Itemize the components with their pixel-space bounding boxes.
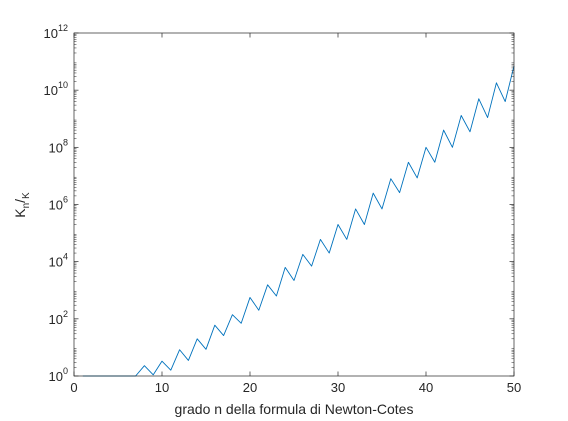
y-tick-label-base: 10 [49, 255, 63, 270]
y-tick-label: 108 [49, 137, 68, 155]
series-layer [82, 65, 515, 377]
x-tick-label: 50 [507, 380, 521, 395]
y-tick-label: 104 [49, 252, 68, 270]
series-line-0 [82, 65, 515, 377]
x-axis-label: grado n della formula di Newton-Cotes [175, 401, 414, 417]
y-tick-label-exponent: 2 [63, 309, 68, 319]
y-tick-label-exponent: 0 [63, 366, 68, 376]
y-axis-label-slash: / [12, 199, 28, 203]
y-tick-label: 102 [49, 309, 68, 327]
y-tick-label-exponent: 8 [63, 137, 68, 147]
x-tick-label: 20 [243, 380, 257, 395]
y-tick-label-exponent: 6 [63, 195, 68, 205]
y-tick-label: 106 [49, 195, 68, 213]
y-tick-label-base: 10 [44, 83, 58, 98]
y-tick-label-base: 10 [49, 369, 63, 384]
y-tick-label-base: 10 [49, 312, 63, 327]
plot-area [74, 33, 514, 376]
y-tick-label-exponent: 12 [58, 23, 68, 33]
y-tick-label-exponent: 10 [58, 80, 68, 90]
y-axis-label-main: K [12, 208, 28, 218]
x-tick-label: 30 [331, 380, 345, 395]
y-axis-label-sub: n [21, 203, 32, 209]
y-axis-label-denom: K [21, 192, 32, 199]
x-tick-label: 40 [419, 380, 433, 395]
x-tick-label: 0 [70, 380, 77, 395]
y-axis-label: Kn/K [12, 192, 32, 218]
y-tick-label: 100 [49, 366, 68, 384]
y-tick-label: 1010 [44, 80, 68, 98]
y-tick-label-base: 10 [44, 26, 58, 41]
y-tick-label: 1012 [44, 23, 68, 41]
y-tick-label-base: 10 [49, 140, 63, 155]
y-tick-label-base: 10 [49, 198, 63, 213]
x-tick-label: 10 [155, 380, 169, 395]
y-tick-label-exponent: 4 [63, 252, 68, 262]
